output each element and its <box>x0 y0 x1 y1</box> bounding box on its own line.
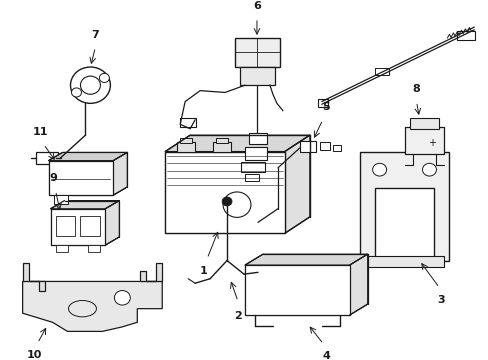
Circle shape <box>70 67 110 103</box>
Polygon shape <box>140 263 162 282</box>
Polygon shape <box>48 152 127 161</box>
Bar <box>332 145 340 150</box>
Bar <box>404 127 444 154</box>
Bar <box>56 216 75 236</box>
Bar <box>240 67 274 85</box>
Text: 10: 10 <box>27 351 42 360</box>
Bar <box>244 174 259 181</box>
Circle shape <box>71 88 81 97</box>
Bar <box>81 216 100 236</box>
Text: 2: 2 <box>234 311 242 320</box>
Text: 6: 6 <box>252 1 261 11</box>
Polygon shape <box>113 152 127 195</box>
Text: 3: 3 <box>437 295 445 305</box>
Bar <box>244 265 349 315</box>
Text: +: + <box>427 138 436 148</box>
Polygon shape <box>50 201 119 209</box>
Bar <box>244 147 266 160</box>
Polygon shape <box>359 152 448 261</box>
Bar <box>408 118 439 129</box>
Text: 11: 11 <box>33 127 48 137</box>
Polygon shape <box>285 135 309 233</box>
Circle shape <box>422 163 436 176</box>
Bar <box>317 99 327 107</box>
Bar <box>216 138 227 143</box>
Bar <box>53 195 67 204</box>
Polygon shape <box>50 209 105 245</box>
Text: 9: 9 <box>49 173 58 183</box>
Bar <box>235 38 279 67</box>
Bar <box>374 68 388 75</box>
Bar <box>248 133 266 144</box>
Text: 4: 4 <box>322 351 330 360</box>
Bar <box>56 245 67 252</box>
Bar <box>88 245 100 252</box>
Polygon shape <box>22 263 44 291</box>
Polygon shape <box>349 254 367 315</box>
Bar <box>36 152 58 164</box>
Bar <box>241 162 264 172</box>
Bar <box>180 118 196 127</box>
Polygon shape <box>48 161 113 195</box>
Bar <box>299 141 315 152</box>
Text: 8: 8 <box>412 84 420 94</box>
Text: 7: 7 <box>91 30 99 40</box>
Polygon shape <box>165 135 309 152</box>
Circle shape <box>222 197 232 206</box>
Text: 5: 5 <box>321 103 329 112</box>
Circle shape <box>114 291 130 305</box>
Polygon shape <box>22 282 162 332</box>
Ellipse shape <box>68 301 96 317</box>
Bar <box>165 152 285 233</box>
Text: 1: 1 <box>199 266 206 276</box>
Bar <box>319 143 329 150</box>
Bar <box>50 209 105 245</box>
Bar <box>180 138 192 143</box>
Bar <box>213 143 230 152</box>
Bar <box>177 143 195 152</box>
Bar <box>48 161 113 195</box>
Polygon shape <box>244 254 367 265</box>
Polygon shape <box>244 265 349 315</box>
Circle shape <box>99 73 109 82</box>
Bar <box>456 31 474 40</box>
Bar <box>364 256 444 267</box>
Polygon shape <box>165 152 285 233</box>
Circle shape <box>223 192 250 217</box>
Circle shape <box>372 163 386 176</box>
Circle shape <box>81 76 100 94</box>
Polygon shape <box>105 201 119 245</box>
